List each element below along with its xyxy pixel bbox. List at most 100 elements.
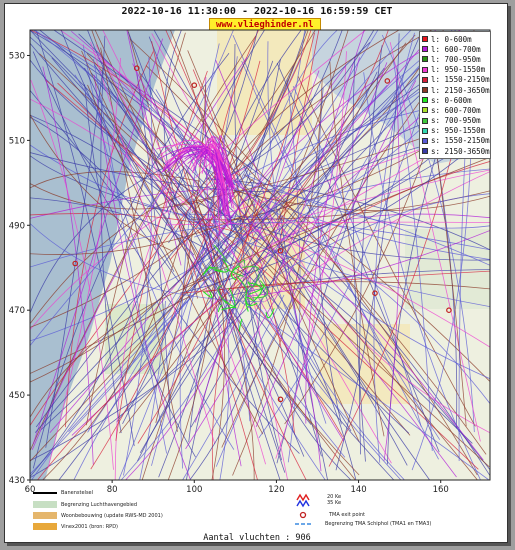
tma-exit-point [72,260,78,267]
flight-track [30,166,185,477]
flight-track [58,215,241,480]
x-tick-label: 80 [107,485,118,495]
flight-track [236,30,412,264]
legend-entry: s: 0-600m [422,95,488,105]
plot-border [29,29,491,481]
flight-track [188,65,294,443]
flight-track [148,36,352,432]
tma-exit-point [446,307,452,313]
runway-swatch [33,492,57,494]
y-tick-label: 490 [9,221,25,231]
flight-track [243,164,430,480]
flight-track [30,164,172,314]
flight-track [389,42,481,442]
low-level-track [242,266,259,272]
flight-track [166,30,265,212]
flight-track [209,30,437,267]
approach-track [157,146,231,188]
legend-entry: s: 700-950m [422,116,488,126]
flight-track [278,161,490,271]
legend-swatch [422,117,428,124]
legend-vinex-label: Vinex2001 (bron: RPD) [61,523,118,530]
flight-track [30,222,284,268]
legend-swatch [422,87,428,94]
flight-track [132,63,345,442]
airport-boundary-swatch [33,501,57,508]
flight-track [241,60,441,440]
y-axis: 530 510 490 470 450 430 [9,51,30,486]
flight-track [139,300,166,480]
legend-runway: Banenstelsel [33,490,93,496]
flight-track [30,79,114,470]
legend-label: s: 1550-2150m [431,136,490,146]
housing-swatch [33,512,57,519]
x-axis: 60 80 100 120 140 160 [25,480,449,495]
approach-track [189,143,232,191]
legend-swatch [422,56,428,63]
low-level-track [245,297,254,312]
flight-track [87,84,264,435]
flight-track [179,132,490,294]
flight-track [232,35,439,460]
flight-track [172,213,490,251]
vinex-swatch [33,523,57,530]
flight-track [258,54,438,439]
legend-swatch [422,137,428,144]
flight-track [85,32,186,426]
approach-track [162,144,230,210]
flight-track [203,281,490,293]
flight-track [30,277,211,418]
flight-track [167,279,216,480]
flight-track [30,34,416,462]
flight-track [262,249,490,471]
low-level-track [221,306,237,311]
flight-track [35,42,371,428]
legend-label: s: 600-700m [431,105,481,115]
y-tick-label: 470 [9,306,25,316]
legend-label: l: 950-1550m [431,65,486,75]
legend-housing-label: Woonbebouwing (update RWS-MD 2001) [61,512,163,519]
flight-track [51,57,410,434]
flight-track [30,268,268,479]
flight-track [275,51,347,459]
legend-label: s: 0-600m [431,95,472,105]
legend-entry: s: 2150-3650m [422,146,490,156]
y-tick-label: 450 [9,391,25,401]
legend-airport-boundary: Begrenzing Luchthavengebied [33,501,137,508]
flight-track [273,275,405,480]
tma-boundary-dash-icon [295,523,311,525]
flight-track [211,199,260,480]
flight-track [30,183,212,210]
x-tick-label: 120 [268,485,284,495]
flight-track [166,198,356,480]
airport-area [105,304,165,374]
low-level-track [238,318,243,332]
legend-runway-label: Banenstelsel [61,490,94,496]
legend-label: l: 2150-3650m [431,85,490,95]
flight-track [139,53,465,454]
flight-track [214,217,490,348]
flight-track [282,228,490,434]
flight-track [235,30,309,170]
flight-track-map[interactable]: 60 80 100 120 140 160 530 510 490 470 450 430 [5,4,509,544]
flight-track [30,223,264,303]
flight-track [42,213,188,480]
flight-track [86,53,411,436]
flight-track [335,33,400,471]
y-tick-label: 530 [9,51,25,61]
flight-track [47,57,121,469]
low-level-track [247,282,262,302]
flight-track [222,175,478,480]
legend-entry: l: 950-1550m [422,65,488,75]
flight-track [32,38,164,445]
flight-track [30,214,247,255]
tma-exit-point [191,82,198,88]
flight-track [42,66,94,465]
map-window: 2022-10-16 11:30:00 - 2022-10-16 16:59:5… [4,3,508,543]
flight-track [45,79,479,470]
flight-track [182,270,490,294]
flight-track [127,30,199,299]
tma-exit-points [72,65,452,403]
legend-airport-boundary-label: Begrenzing Luchthavengebied [61,501,138,508]
legend-swatch [422,76,428,83]
